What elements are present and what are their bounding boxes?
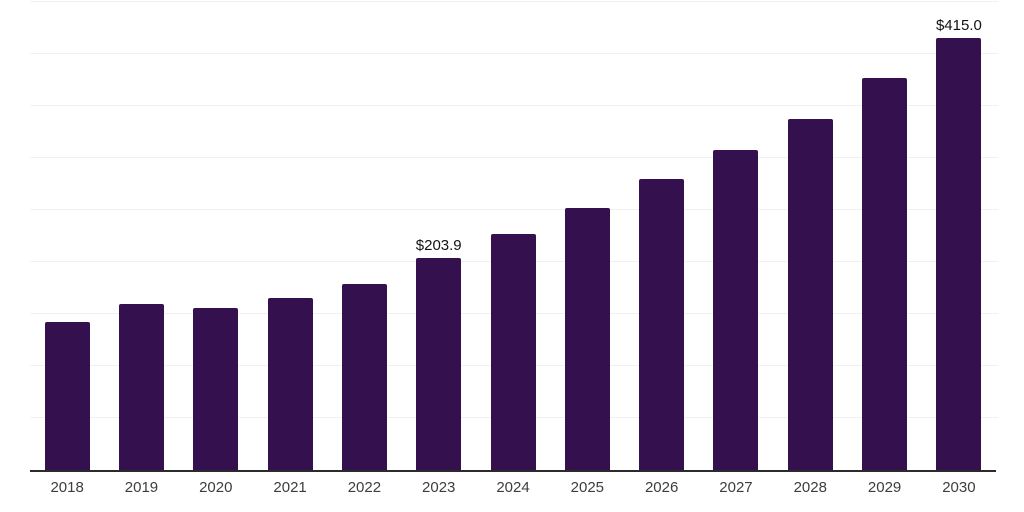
bar-column-2020 <box>179 2 253 470</box>
gridline-250 <box>30 209 998 210</box>
bar-2026 <box>639 179 685 470</box>
x-axis-label-2026: 2026 <box>644 479 679 496</box>
bar-column-2019 <box>104 2 178 470</box>
x-axis-label-2027: 2027 <box>719 479 753 496</box>
x-axis-label-2029: 2029 <box>867 479 902 496</box>
bar-2022 <box>341 284 387 470</box>
bar-2018 <box>44 321 90 470</box>
bar-2019 <box>118 303 164 470</box>
bars-container: $203.9 $415.0 <box>30 2 996 470</box>
bar-column-2021 <box>253 2 327 470</box>
gridline-350 <box>30 105 998 106</box>
bar-column-2027 <box>699 2 773 470</box>
x-axis-label-2024: 2024 <box>496 479 530 496</box>
bar-column-2029 <box>847 2 921 470</box>
bar-column-2028 <box>773 2 847 470</box>
gridline-300 <box>30 157 998 159</box>
x-axis-label-2030: 2030 <box>942 479 976 496</box>
bar-column-2025 <box>550 2 624 470</box>
bar-2021 <box>267 298 313 470</box>
bar-column-2023: $203.9 <box>402 2 476 470</box>
x-axis-label-2028: 2028 <box>793 479 827 496</box>
x-axis-label-2019: 2019 <box>124 479 159 496</box>
x-axis-label-2020: 2020 <box>199 479 233 496</box>
bar-value-label-2023: $203.9 <box>415 236 462 254</box>
bar-column-2022 <box>327 2 401 470</box>
plot-area: $203.9 $415.0 <box>30 1 998 472</box>
gridline-400 <box>30 53 998 54</box>
bar-2027 <box>713 150 759 470</box>
bar-2030 <box>936 38 982 470</box>
gridline-450 <box>30 1 998 2</box>
x-axis-label-2021: 2021 <box>273 479 307 496</box>
bar-value-label-2030: $415.0 <box>935 17 982 35</box>
x-axis-label-2023: 2023 <box>422 479 456 496</box>
x-axis-label-2022: 2022 <box>347 479 382 496</box>
bar-2025 <box>564 208 610 470</box>
bar-2029 <box>862 78 908 470</box>
bar-column-2024 <box>476 2 550 470</box>
bar-2020 <box>193 308 239 470</box>
bar-2028 <box>787 119 833 470</box>
x-axis-labels: 2018 2019 2020 2021 2022 2023 2024 2025 2026 2027… <box>30 477 996 499</box>
bar-2023 <box>416 257 462 470</box>
bar-column-2026 <box>625 2 699 470</box>
bar-2024 <box>490 234 536 470</box>
bar-column-2030: $415.0 <box>922 2 996 470</box>
x-axis-label-2018: 2018 <box>50 479 84 496</box>
bar-column-2018 <box>30 2 104 470</box>
x-axis-label-2025: 2025 <box>570 479 605 496</box>
